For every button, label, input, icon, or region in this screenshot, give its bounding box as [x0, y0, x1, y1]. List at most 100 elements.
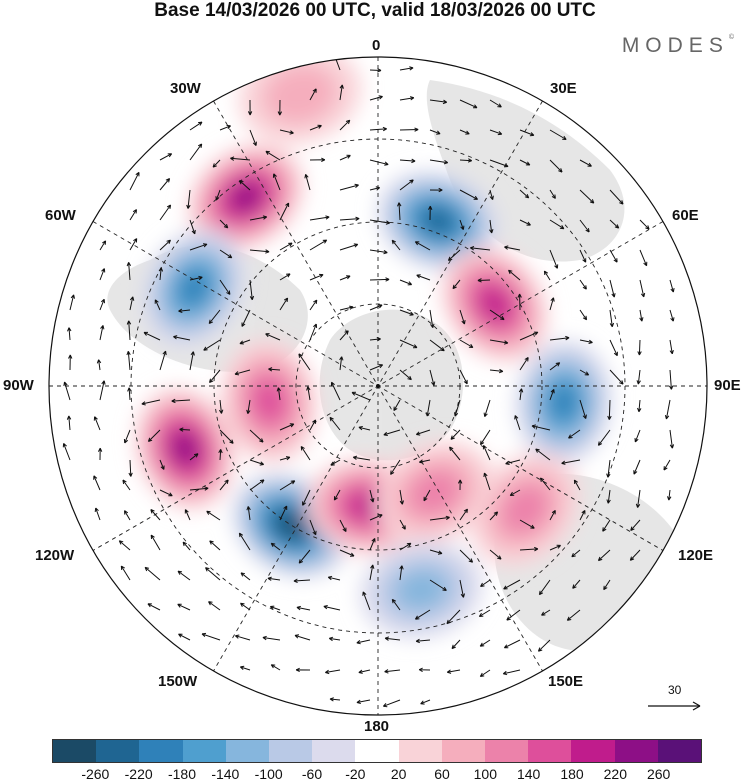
wind-arrow: [339, 356, 344, 371]
wind-arrow: [459, 549, 474, 563]
wind-arrow: [323, 605, 341, 611]
wind-vectors: [62, 57, 675, 708]
wind-arrow: [247, 99, 253, 116]
wind-arrow: [293, 578, 311, 583]
wind-arrow: [265, 333, 281, 341]
wind-arrow: [159, 178, 171, 191]
colorbar-swatch: [269, 740, 313, 762]
wind-arrow: [309, 273, 324, 281]
wind-arrow: [189, 219, 196, 235]
wind-arrow: [397, 202, 402, 221]
wind-arrow: [279, 273, 291, 281]
wind-arrow: [606, 489, 611, 504]
wind-arrow: [505, 459, 521, 465]
colorbar-swatch: [312, 740, 356, 762]
wind-arrow: [126, 350, 131, 371]
wind-arrow: [309, 239, 328, 251]
wind-arrow: [141, 399, 161, 406]
wind-arrow: [506, 609, 521, 621]
wind-arrow: [502, 669, 521, 676]
wind-arrow: [178, 633, 191, 641]
wind-arrow: [418, 667, 431, 673]
wind-arrow: [147, 429, 161, 442]
colorbar-tick-label: 180: [560, 766, 584, 782]
lon-label-0: 0: [372, 37, 381, 54]
wind-arrow: [609, 249, 618, 263]
wind-arrow: [579, 510, 586, 521]
anomaly-contour-low-170e: [394, 568, 448, 611]
anomaly-contour-high-150e: [409, 470, 461, 515]
wind-arrow: [249, 429, 264, 443]
wind-arrow: [634, 429, 641, 443]
wind-arrow: [489, 99, 502, 108]
lon-label-90e: 90E: [714, 377, 741, 394]
wind-arrow: [399, 96, 415, 101]
wind-arrow: [418, 459, 431, 464]
wind-arrow: [333, 489, 341, 501]
wind-arrow: [579, 339, 593, 344]
wind-arrow: [94, 507, 101, 521]
wind-arrow: [459, 99, 478, 109]
wind-arrow: [609, 369, 624, 385]
wind-arrow: [171, 398, 191, 404]
wind-arrow: [249, 215, 268, 221]
wind-arrow: [429, 579, 447, 591]
anomaly-contour-high-20w-north: [263, 65, 337, 125]
wind-arrow: [543, 270, 551, 281]
wind-arrow: [446, 609, 461, 625]
wind-arrow: [633, 459, 641, 475]
colorbar-swatch: [355, 740, 399, 762]
wind-arrow: [240, 572, 251, 581]
wind-arrow: [234, 634, 251, 641]
wind-arrow: [483, 399, 491, 418]
wind-arrow: [239, 665, 251, 671]
wind-arrow: [597, 429, 611, 446]
wind-arrow: [602, 519, 611, 532]
wind-arrow: [339, 216, 360, 222]
wind-arrow: [447, 249, 461, 261]
wind-arrow: [69, 294, 75, 311]
wind-arrow: [538, 579, 551, 596]
wind-arrow: [63, 381, 71, 401]
wind-arrow: [503, 639, 521, 649]
wind-arrow: [549, 509, 556, 521]
wind-arrow: [639, 309, 644, 322]
wind-arrow: [99, 268, 106, 281]
wind-arrow: [356, 639, 371, 645]
wind-arrow: [68, 354, 73, 371]
wind-arrow: [399, 66, 414, 71]
wind-arrow: [399, 279, 413, 286]
wind-arrow: [639, 249, 648, 267]
wind-arrow: [519, 129, 535, 137]
modes-logo: MODES©: [621, 34, 734, 57]
wind-arrow: [637, 399, 642, 413]
wind-arrow: [561, 459, 581, 465]
wind-arrow: [572, 579, 581, 589]
wind-arrow: [514, 415, 521, 431]
wind-arrow: [177, 603, 191, 611]
wind-arrow: [579, 369, 590, 376]
wind-arrow: [339, 84, 344, 101]
wind-arrow: [489, 549, 502, 560]
wind-arrow: [339, 119, 351, 131]
wind-arrow: [477, 278, 491, 283]
wind-arrow: [459, 158, 473, 163]
wind-arrow: [329, 697, 341, 702]
wind-arrow: [579, 219, 590, 233]
wind-arrow: [279, 480, 296, 491]
wind-arrow: [265, 150, 281, 161]
wind-arrow: [369, 219, 390, 225]
wind-arrow: [429, 99, 448, 105]
wind-arrow: [429, 369, 436, 386]
wind-arrow: [218, 399, 224, 414]
wind-arrow: [549, 249, 559, 269]
wind-arrow: [518, 388, 524, 401]
wind-arrow: [459, 339, 474, 348]
wind-arrow: [531, 424, 551, 431]
wind-arrow: [93, 416, 101, 431]
wind-arrow: [369, 364, 384, 371]
wind-arrow: [150, 534, 161, 551]
wind-arrow: [504, 245, 521, 251]
wind-arrow: [568, 429, 581, 439]
